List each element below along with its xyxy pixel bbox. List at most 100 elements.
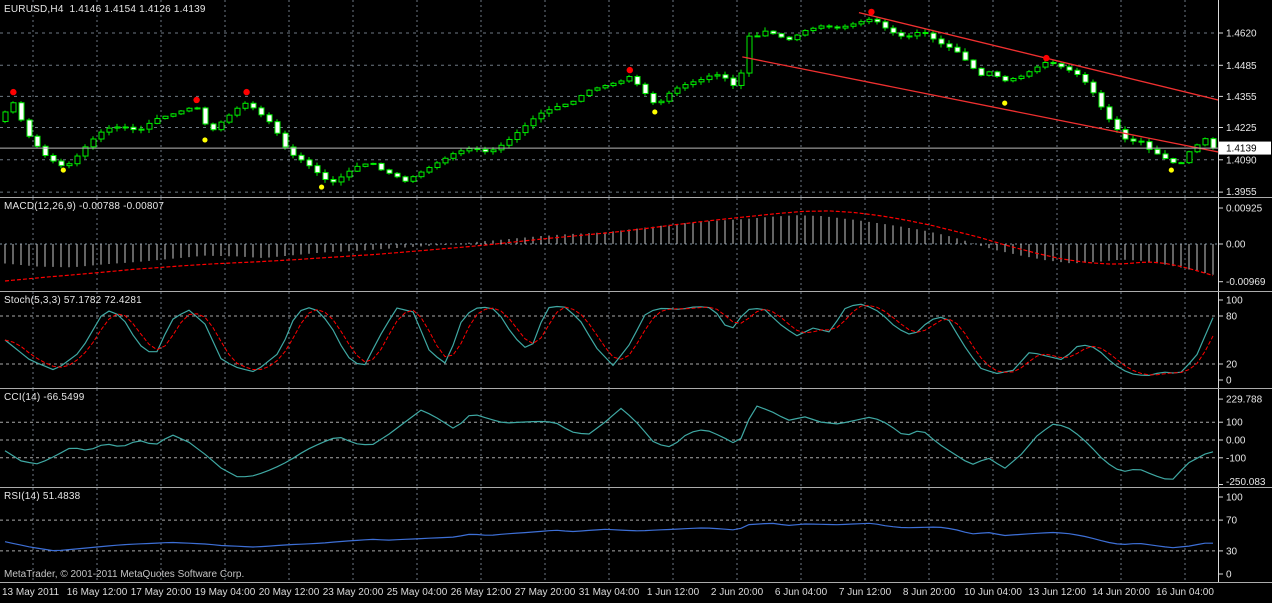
candle-body — [202, 107, 209, 125]
time-axis-label: 23 May 20:00 — [322, 587, 384, 598]
candle-body — [666, 92, 673, 102]
stochastic-panel: 100 80 20 0 Stoch(5,3,3) 57.1782 72.4281 — [0, 291, 1272, 388]
candle-body — [794, 34, 801, 41]
time-axis-label: 16 May 12:00 — [66, 587, 128, 598]
axis-tick-label: -0.00969 — [1226, 277, 1266, 288]
candle-body — [554, 106, 561, 111]
candle-body — [738, 72, 745, 86]
candle-body — [1002, 75, 1009, 82]
candle-body — [1138, 140, 1145, 143]
candle-body — [146, 122, 153, 130]
candle-body — [970, 59, 977, 69]
candle-body — [1154, 148, 1161, 155]
candle-body — [490, 149, 497, 153]
candle-body — [618, 80, 625, 84]
candle-body — [658, 100, 665, 104]
axis-tick-label: 80 — [1226, 312, 1238, 323]
candle-body — [114, 126, 121, 129]
time-axis-label: 27 May 20:00 — [514, 587, 576, 598]
candle-body — [226, 114, 233, 123]
candle-body — [1018, 75, 1025, 79]
candle-body — [1130, 138, 1137, 142]
time-axis-label: 7 Jun 12:00 — [838, 587, 892, 598]
time-axis-label: 17 May 20:00 — [130, 587, 192, 598]
candle-body — [1146, 141, 1153, 150]
axis-tick-label: 1.4485 — [1226, 61, 1257, 72]
axis-tick-label: 100 — [1226, 493, 1243, 504]
candle-body — [74, 155, 81, 165]
axis-tick-label: 30 — [1226, 546, 1238, 557]
candle-body — [474, 148, 481, 151]
candle-body — [322, 172, 329, 180]
candle-body — [922, 32, 929, 35]
candle-body — [1074, 69, 1081, 76]
macd-chart-canvas[interactable]: 0.00925 0.00 -0.00969 — [0, 198, 1272, 291]
candle-body — [1042, 62, 1049, 68]
rsi-chart-canvas[interactable]: 100 70 30 0 — [0, 488, 1272, 582]
stochastic-chart-canvas[interactable]: 100 80 20 0 — [0, 292, 1272, 388]
time-axis-label: 10 Jun 04:00 — [964, 587, 1022, 598]
candle-body — [66, 163, 73, 167]
candle-body — [10, 102, 17, 113]
candle-body — [674, 87, 681, 94]
candle-body — [426, 166, 433, 173]
axis-tick-label: -100 — [1226, 453, 1246, 464]
candle-body — [274, 121, 281, 134]
price-chart-canvas[interactable]: 1.4620 1.4485 1.4355 1.4225 1.4090 1.3955 1.41… — [0, 0, 1272, 197]
stochastic-d-line — [4, 304, 1214, 376]
candle-body — [746, 35, 753, 74]
alert-signal-dot — [652, 109, 658, 115]
candle-body — [210, 123, 217, 131]
rsi-line — [4, 522, 1213, 552]
rsi-panel: 100 70 30 0 RSI(14) 51.4838 MetaTrader, © 2… — [0, 487, 1272, 582]
candle-body — [178, 110, 185, 115]
candle-body — [218, 121, 225, 131]
candle-body — [626, 76, 633, 82]
candle-body — [850, 23, 857, 27]
candle-body — [866, 18, 873, 23]
current-price-badge-label: 1.4139 — [1226, 144, 1257, 155]
candle-body — [522, 125, 529, 134]
alert-signal-dot — [202, 137, 208, 143]
time-axis[interactable]: 13 May 2011 16 May 12:00 17 May 20:00 19 Ma… — [0, 582, 1272, 603]
candle-body — [82, 146, 89, 157]
sell-signal-dot — [193, 96, 200, 104]
candle-body — [338, 176, 345, 183]
time-axis-label: 19 May 04:00 — [194, 587, 256, 598]
candle-body — [1202, 138, 1209, 146]
candle-body — [1162, 153, 1169, 160]
candle-body — [194, 107, 201, 110]
alert-signal-dot — [1002, 100, 1008, 106]
time-axis-label: 20 May 12:00 — [258, 587, 320, 598]
macd-panel: 0.00925 0.00 -0.00969 MACD(12,26,9) -0.007… — [0, 197, 1272, 291]
candle-body — [282, 132, 289, 148]
candle-body — [762, 30, 769, 37]
candle-body — [786, 36, 793, 41]
candle-body — [570, 100, 577, 105]
candle-body — [482, 148, 489, 153]
candle-body — [594, 87, 601, 91]
candle-body — [1034, 66, 1041, 73]
candle-body — [1026, 71, 1033, 77]
cci-chart-canvas[interactable]: 229.788 100 0.00 -100 -250.083 — [0, 389, 1272, 487]
candle-body — [842, 25, 849, 29]
candle-body — [1082, 74, 1089, 83]
axis-tick-label: 0 — [1226, 376, 1232, 387]
time-axis-label: 1 Jun 12:00 — [646, 587, 700, 598]
candle-body — [826, 25, 833, 28]
sell-signal-dot — [626, 66, 634, 74]
candle-body — [714, 74, 721, 77]
axis-tick-label: 20 — [1226, 360, 1238, 371]
time-axis-label: 31 May 04:00 — [578, 587, 640, 598]
candle-body — [874, 18, 881, 23]
candle-body — [442, 157, 449, 164]
candle-body — [610, 82, 617, 87]
macd-plot-layer — [0, 198, 1218, 291]
candle-body — [2, 111, 9, 123]
candle-body — [586, 89, 593, 97]
candle-body — [994, 71, 1001, 77]
candle-body — [106, 127, 113, 133]
cci-panel: 229.788 100 0.00 -100 -250.083 CCI(14) -66.5… — [0, 388, 1272, 487]
sell-signal-dots — [10, 8, 1050, 104]
